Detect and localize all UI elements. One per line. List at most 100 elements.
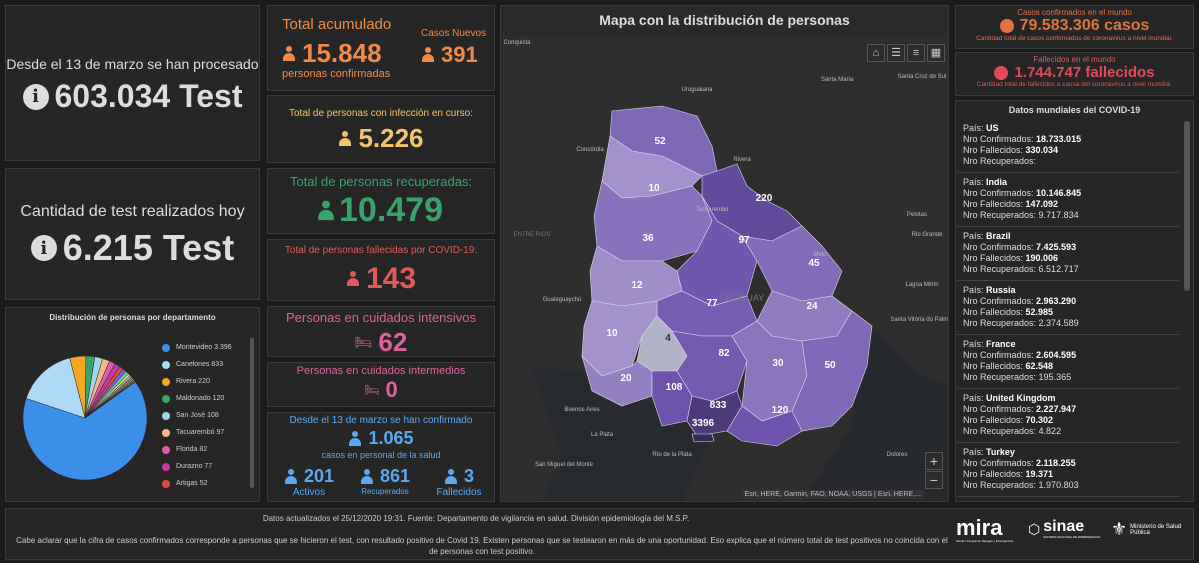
legend-label: Tacuarembó 97 [176, 429, 225, 436]
world-confirmed-panel: Casos confirmados en el mundo 79.583.306… [955, 5, 1194, 49]
department-value: 120 [772, 405, 789, 416]
staff-active-label: Activos [292, 487, 326, 498]
country-recovered: Nro Recuperados: 195.365 [963, 372, 1072, 382]
layers-button[interactable]: ≡ [907, 44, 925, 62]
map-place-label: Buenos Aires [564, 407, 599, 413]
country-item[interactable]: País: United Kingdom Nro Confirmados: 2.2… [957, 389, 1179, 443]
sinae-icon: ⬡ [1028, 520, 1041, 537]
legend-item[interactable]: Artigas 52 [162, 475, 247, 492]
country-name: País: Brazil [963, 231, 1011, 241]
map-place-label: ENTRE RIOS [514, 232, 551, 238]
department-value: 10 [606, 328, 618, 339]
legend-label: Rivera 220 [176, 378, 210, 385]
country-item[interactable]: País: Brazil Nro Confirmados: 7.425.593 Nr… [957, 227, 1179, 281]
world-country-list[interactable]: País: US Nro Confirmados: 18.733.015 Nro F… [957, 119, 1179, 500]
map-panel: Mapa con la distribución de personas Con… [500, 5, 949, 502]
mira-logo-text: mira [956, 515, 1003, 540]
country-confirmed: Nro Confirmados: 7.425.593 [963, 242, 1077, 252]
legend-label: San José 108 [176, 412, 219, 419]
person-icon [348, 430, 362, 447]
active-panel: Total de personas con infección en curso… [267, 95, 495, 163]
basemap-button[interactable]: ▦ [927, 44, 945, 62]
legend-dot [162, 411, 170, 420]
legend-dot [162, 479, 170, 488]
legend-item[interactable]: San José 108 [162, 407, 247, 424]
country-confirmed: Nro Confirmados: 2.963.290 [963, 296, 1077, 306]
country-item[interactable]: País: Turkey Nro Confirmados: 2.118.255 Nr… [957, 443, 1179, 497]
department-value: 20 [620, 373, 632, 384]
country-deaths: Nro Fallecidos: 70.302 [963, 415, 1054, 425]
country-deaths: Nro Fallecidos: 330.034 [963, 145, 1059, 155]
country-name: País: Turkey [963, 447, 1015, 457]
department-montevideo[interactable] [691, 433, 715, 443]
legend-scrollbar[interactable] [250, 338, 254, 488]
distribution-panel: Distribución de personas por departament… [5, 307, 260, 502]
legend-item[interactable]: Florida 82 [162, 441, 247, 458]
distribution-legend: Montevideo 3.396 Canelones 833 Rivera 220 M… [162, 339, 247, 492]
country-item[interactable]: País: US Nro Confirmados: 18.733.015 Nro F… [957, 119, 1179, 173]
footer-panel: Datos actualizados el 25/12/2020 19:31. … [5, 508, 1194, 560]
zoom-out-button[interactable]: − [925, 471, 943, 489]
staff-deceased-label: Fallecidos [436, 487, 482, 498]
staff-recovered-label: Recuperados [361, 487, 409, 496]
department-value: 10 [648, 183, 660, 194]
zoom-in-button[interactable]: + [925, 452, 943, 470]
world-confirmed-title: Casos confirmados en el mundo [1017, 8, 1132, 17]
map-place-label: San Miguel del Monte [535, 462, 594, 468]
country-confirmed: Nro Confirmados: 18.733.015 [963, 134, 1082, 144]
department-value: 3396 [692, 418, 715, 429]
map-view[interactable]: Concórdia Uruguaiana Santa Maria Santa Cruz… [502, 36, 948, 501]
department-value: 12 [631, 280, 643, 291]
map-attribution: Esri, HERE, Garmin, FAO, NOAA, USGS | Es… [741, 490, 924, 499]
legend-item[interactable]: Canelones 833 [162, 356, 247, 373]
department-soriano[interactable] [581, 300, 658, 377]
legend-item[interactable]: Montevideo 3.396 [162, 339, 247, 356]
world-list-title: Datos mundiales del COVID-19 [1008, 105, 1141, 115]
department-value: 52 [654, 136, 666, 147]
world-list-scrollbar[interactable] [1184, 121, 1190, 291]
info-icon [999, 19, 1014, 33]
info-icon: i [22, 83, 49, 110]
country-confirmed: Nro Confirmados: 2.118.255 [963, 458, 1076, 468]
list-button[interactable]: ☰ [887, 44, 905, 62]
department-cerro-largo[interactable] [741, 225, 843, 302]
world-deaths-value: 1.744.747 fallecidos [1014, 64, 1155, 81]
msp-seal-icon: ⚜ [1111, 519, 1128, 539]
icu-panel: Personas en cuidados intensivos 🛏 62 [267, 306, 495, 357]
pie-slice-flores[interactable] [84, 381, 136, 419]
world-confirmed-value: 79.583.306 casos [1019, 17, 1150, 34]
country-recovered: Nro Recuperados: 2.374.589 [963, 318, 1079, 328]
country-recovered: Nro Recuperados: 1.970.803 [963, 480, 1079, 490]
country-recovered: Nro Recuperados: [963, 156, 1037, 166]
map-place-label: Dolores [887, 452, 908, 458]
department-maldonado[interactable] [726, 405, 803, 447]
pie-slice-canelones[interactable] [25, 357, 86, 419]
department-value: 220 [756, 193, 773, 204]
world-deaths-title: Fallecidos en el mundo [1033, 55, 1116, 64]
msp-logo-text: Ministerio de Salud Pública [1130, 523, 1182, 536]
icu-value: 62 [378, 327, 408, 357]
country-item[interactable]: País: ItalyNro Confirmados: 2.028.354Nro… [957, 497, 1179, 500]
legend-item[interactable]: Tacuarembó 97 [162, 424, 247, 441]
legend-item[interactable]: Maldonado 120 [162, 390, 247, 407]
country-item[interactable]: País: Russia Nro Confirmados: 2.963.290 Nr… [957, 281, 1179, 335]
deceased-value: 143 [365, 262, 417, 295]
tests-total-value: 603.034 Test [54, 78, 243, 114]
country-deaths: Nro Fallecidos: 147.092 [963, 199, 1059, 209]
home-button[interactable]: ⌂ [867, 44, 885, 62]
legend-item[interactable]: Rivera 220 [162, 373, 247, 390]
country-deaths: Nro Fallecidos: 52.985 [963, 307, 1054, 317]
legend-dot [162, 462, 170, 471]
country-recovered: Nro Recuperados: 4.822 [963, 426, 1062, 436]
country-item[interactable]: País: France Nro Confirmados: 2.604.595 Nr… [957, 335, 1179, 389]
pie-slice-montevideo[interactable] [22, 381, 148, 481]
legend-item[interactable]: Durazno 77 [162, 458, 247, 475]
staff-deceased-value: 3 [463, 466, 474, 486]
map-place-label: Rivera [733, 157, 751, 163]
map-place-label: Conquista [503, 40, 531, 46]
person-icon [317, 200, 335, 221]
tests-today-value: 6.215 Test [62, 227, 235, 268]
department-value: 50 [824, 360, 836, 371]
country-item[interactable]: País: India Nro Confirmados: 10.146.845 Nr… [957, 173, 1179, 227]
department-rocha[interactable] [791, 310, 873, 432]
